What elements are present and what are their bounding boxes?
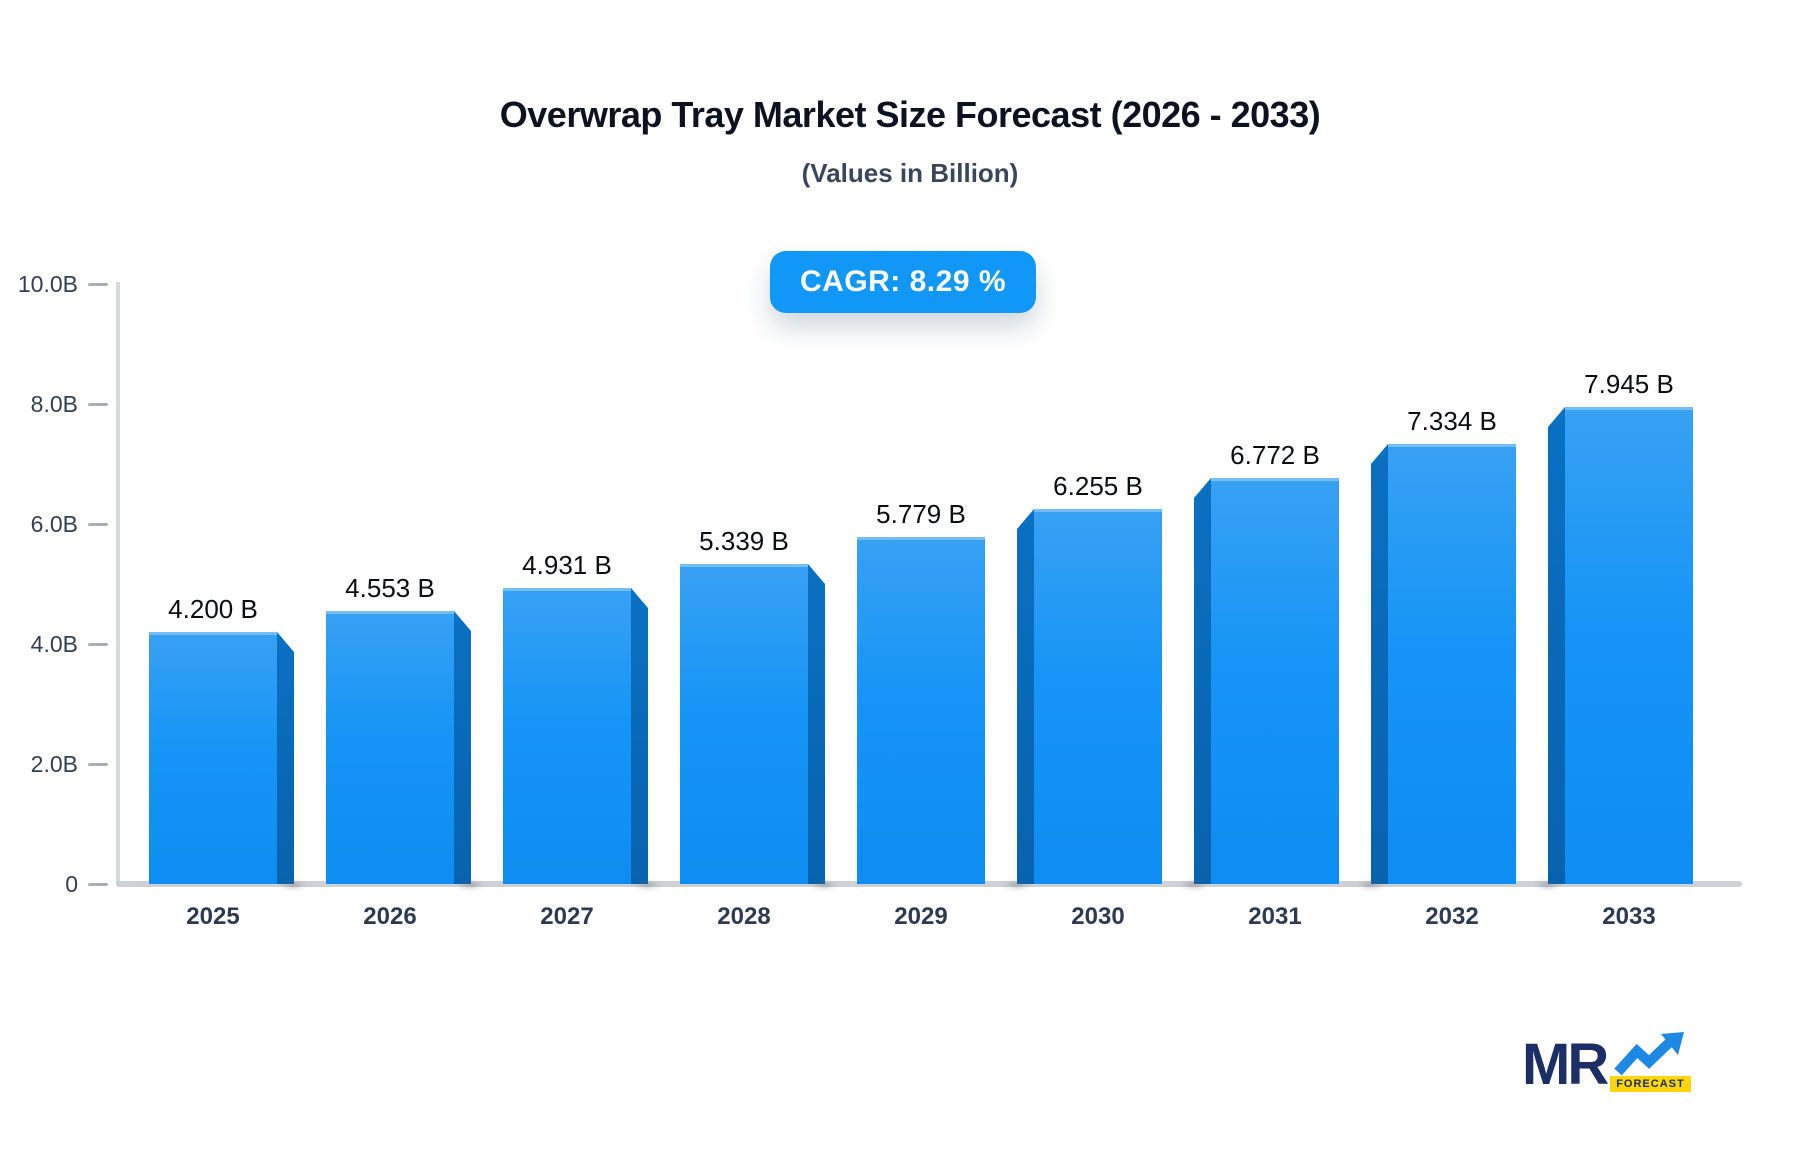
brand-logo: MR FORECAST [1522, 1031, 1691, 1097]
y-tick-label: 6.0B [30, 511, 78, 537]
bar-2025 [149, 632, 277, 884]
bar-2033 [1565, 407, 1693, 884]
y-tick-mark [88, 883, 108, 886]
brand-logo-right: FORECAST [1610, 1032, 1691, 1092]
bar-2026 [326, 611, 454, 884]
y-tick-label: 10.0B [17, 271, 78, 297]
x-category-label: 2027 [540, 903, 594, 930]
bar-shadow [810, 880, 838, 890]
y-tick-mark [88, 643, 108, 646]
y-tick-mark [88, 523, 108, 526]
bar-2031 [1211, 478, 1339, 884]
bar-side-2027 [631, 588, 648, 884]
y-axis-line [116, 282, 120, 885]
bar-value-label: 7.334 B [1407, 406, 1497, 436]
chart-subtitle: (Values in Billion) [801, 158, 1019, 188]
y-tick-mark [88, 403, 108, 406]
bar-2032 [1388, 444, 1516, 884]
chart-title: Overwrap Tray Market Size Forecast (2026… [499, 94, 1321, 135]
x-axis-line [116, 881, 1742, 887]
x-category-label: 2030 [1071, 903, 1125, 930]
brand-forecast-tag: FORECAST [1610, 1076, 1691, 1092]
x-category-label: 2032 [1425, 903, 1479, 930]
bar-side-2030 [1017, 509, 1034, 884]
bar-2030 [1034, 509, 1162, 884]
y-tick-mark [88, 763, 108, 766]
cagr-badge: CAGR: 8.29 % [769, 251, 1037, 313]
bar-side-2025 [277, 632, 294, 884]
bar-2028 [680, 564, 808, 884]
x-category-label: 2029 [894, 903, 948, 930]
bar-side-2032 [1371, 444, 1388, 884]
y-tick-label: 4.0B [30, 631, 78, 657]
bar-2029 [857, 537, 985, 884]
bar-shadow [1534, 880, 1562, 890]
bar-shadow [633, 880, 661, 890]
x-category-label: 2033 [1602, 903, 1656, 930]
y-tick-mark [88, 283, 108, 286]
bar-shadow [1357, 880, 1385, 890]
bar-value-label: 7.945 B [1584, 369, 1674, 399]
x-category-label: 2025 [186, 903, 240, 930]
bar-value-label: 4.553 B [345, 573, 435, 603]
y-tick-label: 0 [65, 871, 78, 897]
trend-arrow-icon [1614, 1032, 1685, 1076]
y-tick-label: 2.0B [30, 751, 78, 777]
bar-side-2028 [808, 564, 825, 884]
bar-value-label: 6.772 B [1230, 440, 1320, 470]
bar-value-label: 5.339 B [699, 526, 789, 556]
bar-value-label: 5.779 B [876, 499, 966, 529]
bar-shadow [279, 880, 307, 890]
bar-value-label: 6.255 B [1053, 471, 1143, 501]
bar-side-2033 [1548, 407, 1565, 884]
bar-value-label: 4.931 B [522, 550, 612, 580]
bar-side-2031 [1194, 478, 1211, 884]
x-category-label: 2028 [717, 903, 771, 930]
x-category-label: 2031 [1248, 903, 1302, 930]
bar-side-2026 [454, 611, 471, 884]
x-category-label: 2026 [363, 903, 417, 930]
bar-2027 [503, 588, 631, 884]
brand-logo-text: MR [1522, 1031, 1609, 1097]
bar-value-label: 4.200 B [168, 594, 258, 624]
bar-shadow [1003, 880, 1031, 890]
y-tick-label: 8.0B [30, 391, 78, 417]
bar-shadow [1180, 880, 1208, 890]
bar-shadow [456, 880, 484, 890]
